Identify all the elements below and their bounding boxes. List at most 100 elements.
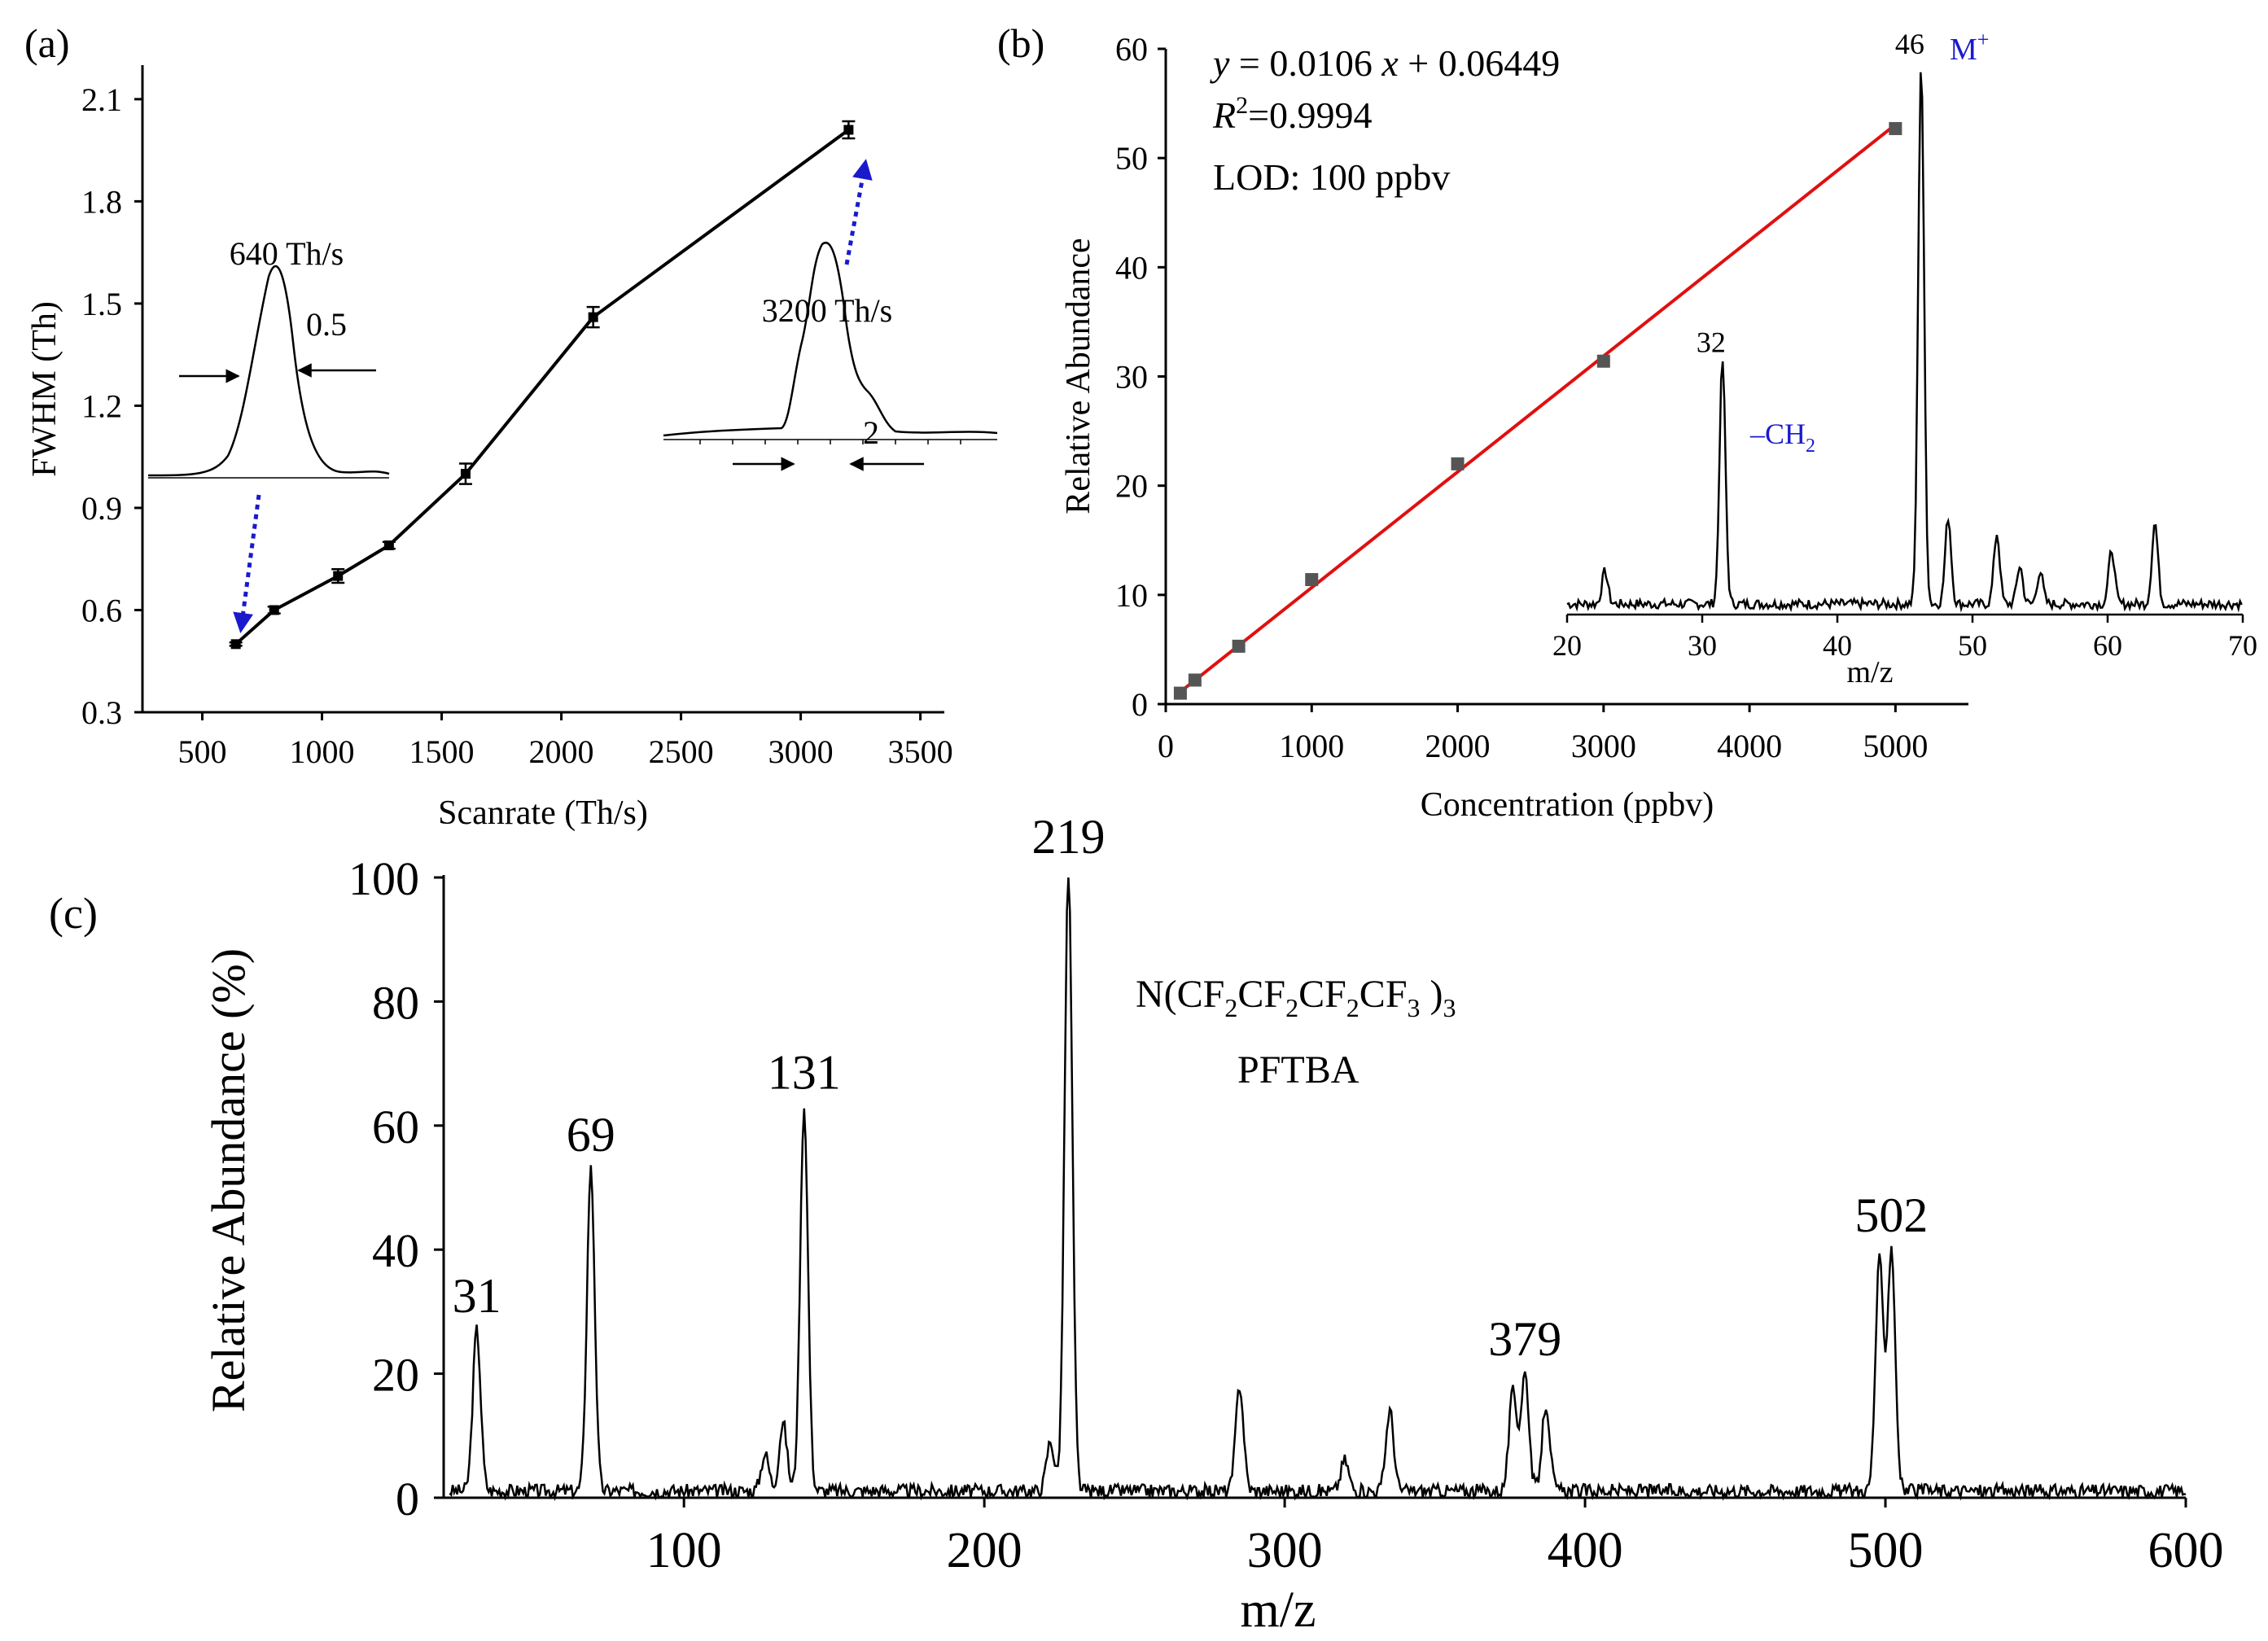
equation-y: y bbox=[1210, 42, 1230, 84]
panel-b-inset: 20 30 40 50 60 70 m/z 32 46 M+ –CH2 bbox=[1552, 28, 2257, 689]
y-tick-label: 0.9 bbox=[81, 490, 122, 527]
data-point bbox=[843, 125, 854, 135]
peak-label: 69 bbox=[567, 1108, 615, 1162]
calibration-point bbox=[1232, 639, 1246, 653]
y-tick-label: 60 bbox=[1115, 31, 1148, 68]
r2-symbol: R bbox=[1212, 94, 1236, 136]
inset-x-tick-label: 30 bbox=[1688, 629, 1717, 662]
inset-peak-labels: 32 46 bbox=[1697, 28, 1924, 358]
y-tick-label: 40 bbox=[372, 1224, 419, 1277]
y-tick-label: 30 bbox=[1115, 359, 1148, 396]
inset-ion-label: M+ bbox=[1950, 28, 1989, 67]
y-tick-label: 1.5 bbox=[81, 286, 122, 322]
panel-c-y-label: Relative Abundance (%) bbox=[202, 948, 255, 1412]
formula-sub: 3 bbox=[1443, 993, 1456, 1022]
data-point bbox=[460, 469, 471, 479]
y-tick-label: 2.1 bbox=[81, 81, 122, 118]
inset-640-width-label: 0.5 bbox=[306, 306, 347, 343]
y-tick-label: 0.3 bbox=[81, 694, 122, 731]
calibration-point bbox=[1305, 573, 1319, 587]
peak-label: 131 bbox=[768, 1046, 841, 1100]
x-tick-label: 400 bbox=[1548, 1523, 1623, 1578]
panel-b-x-ticks: 0 1000 2000 3000 4000 5000 bbox=[1158, 704, 1928, 764]
panel-a-y-label: FWHM (Th) bbox=[26, 301, 63, 477]
panel-b-y-label: Relative Abundance bbox=[1060, 238, 1097, 514]
panel-c-x-label: m/z bbox=[1241, 1582, 1316, 1638]
x-tick-label: 3000 bbox=[1571, 728, 1636, 764]
formula-sub: 2 bbox=[1224, 993, 1237, 1022]
inset-x-tick-label: 70 bbox=[2228, 629, 2257, 662]
x-tick-label: 100 bbox=[646, 1523, 722, 1578]
x-tick-label: 200 bbox=[947, 1523, 1022, 1578]
formula-part: ) bbox=[1421, 973, 1443, 1016]
peak-label: 219 bbox=[1031, 810, 1105, 864]
inset-x-tick-label: 20 bbox=[1552, 629, 1582, 662]
panel-b-label: (b) bbox=[997, 20, 1044, 66]
r2-exponent: 2 bbox=[1236, 92, 1248, 119]
equation-mid: = 0.0106 bbox=[1229, 42, 1381, 84]
inset-640-peak-trace bbox=[147, 265, 390, 477]
inset-3200-ticks bbox=[699, 440, 961, 444]
y-tick-label: 1.8 bbox=[81, 183, 122, 220]
x-tick-label: 2000 bbox=[1425, 728, 1491, 764]
y-tick-label: 80 bbox=[372, 976, 419, 1029]
peak-label: 502 bbox=[1854, 1188, 1928, 1242]
panel-b-equation: y = 0.0106 x + 0.06449 bbox=[1210, 42, 1560, 84]
panel-a-x-label: Scanrate (Th/s) bbox=[438, 794, 648, 832]
calibration-point bbox=[1173, 686, 1187, 700]
panel-a-y-ticks: 0.3 0.6 0.9 1.2 1.5 1.8 2.1 bbox=[81, 81, 142, 731]
panel-b-lod: LOD: 100 ppbv bbox=[1213, 156, 1450, 198]
panel-b-r2: R2=0.9994 bbox=[1212, 92, 1373, 136]
y-tick-label: 20 bbox=[1115, 468, 1148, 505]
inset-spectrum-trace bbox=[1566, 72, 2243, 613]
inset-3200-peak-trace bbox=[663, 242, 998, 437]
inset-x-tick-label: 40 bbox=[1823, 629, 1852, 662]
inset-x-tick-label: 50 bbox=[1958, 629, 1987, 662]
x-tick-label: 0 bbox=[1158, 728, 1174, 764]
panel-a-inset-3200: 3200 Th/s 2 bbox=[663, 242, 998, 471]
panel-c-peak-labels: 31 69 131 219 379 502 bbox=[453, 810, 1929, 1366]
panel-c-x-ticks: 100 200 300 400 500 600 bbox=[646, 1498, 2224, 1578]
inset-640-title: 640 Th/s bbox=[230, 235, 344, 272]
y-tick-label: 10 bbox=[1115, 577, 1148, 614]
formula-part: CF bbox=[1359, 973, 1408, 1016]
data-point bbox=[588, 312, 598, 322]
panel-c-compound-formula: N(CF2CF2CF2CF3 )3 bbox=[1136, 973, 1456, 1022]
calibration-point bbox=[1889, 121, 1902, 135]
calibration-point bbox=[1188, 673, 1202, 687]
panel-b-y-ticks: 0 10 20 30 40 50 60 bbox=[1115, 31, 1166, 723]
x-tick-label: 500 bbox=[178, 733, 227, 770]
y-tick-label: 20 bbox=[372, 1349, 419, 1402]
y-tick-label: 1.2 bbox=[81, 387, 122, 424]
x-tick-label: 3000 bbox=[768, 733, 834, 770]
x-tick-label: 1000 bbox=[1279, 728, 1344, 764]
x-tick-label: 1500 bbox=[409, 733, 475, 770]
data-point bbox=[230, 639, 241, 650]
y-tick-label: 0 bbox=[396, 1473, 419, 1525]
x-tick-label: 2000 bbox=[529, 733, 594, 770]
inset-peak-label: 46 bbox=[1895, 28, 1924, 60]
equation-x: x bbox=[1381, 42, 1399, 84]
inset-3200-width-label: 2 bbox=[863, 414, 879, 451]
loss-sub: 2 bbox=[1806, 435, 1815, 457]
x-tick-label: 4000 bbox=[1717, 728, 1782, 764]
formula-sub: 2 bbox=[1346, 993, 1359, 1022]
inset-x-ticks: 20 30 40 50 60 70 bbox=[1552, 615, 2257, 662]
panel-a-inset-640: 640 Th/s 0.5 bbox=[147, 235, 390, 479]
panel-b: (b) 0 1000 2000 3000 4000 5000 0102030405060 … bbox=[997, 20, 2257, 824]
peak-label: 379 bbox=[1488, 1312, 1561, 1366]
peak-label: 31 bbox=[453, 1269, 501, 1323]
inset-peak-label: 32 bbox=[1697, 326, 1726, 358]
ion-plus: + bbox=[1977, 28, 1990, 51]
y-tick-label: 0 bbox=[1132, 686, 1148, 723]
formula-sub: 2 bbox=[1285, 993, 1298, 1022]
panel-b-fit-line bbox=[1179, 123, 1897, 694]
x-tick-label: 5000 bbox=[1863, 728, 1928, 764]
arrow-to-640-point bbox=[233, 494, 261, 633]
panel-b-points bbox=[1173, 121, 1902, 700]
calibration-point bbox=[1596, 354, 1610, 368]
panel-c-y-ticks: 0 20 40 60 80 100 bbox=[348, 852, 444, 1525]
r2-value: =0.9994 bbox=[1248, 94, 1372, 136]
inset-loss-label: –CH2 bbox=[1749, 418, 1815, 457]
